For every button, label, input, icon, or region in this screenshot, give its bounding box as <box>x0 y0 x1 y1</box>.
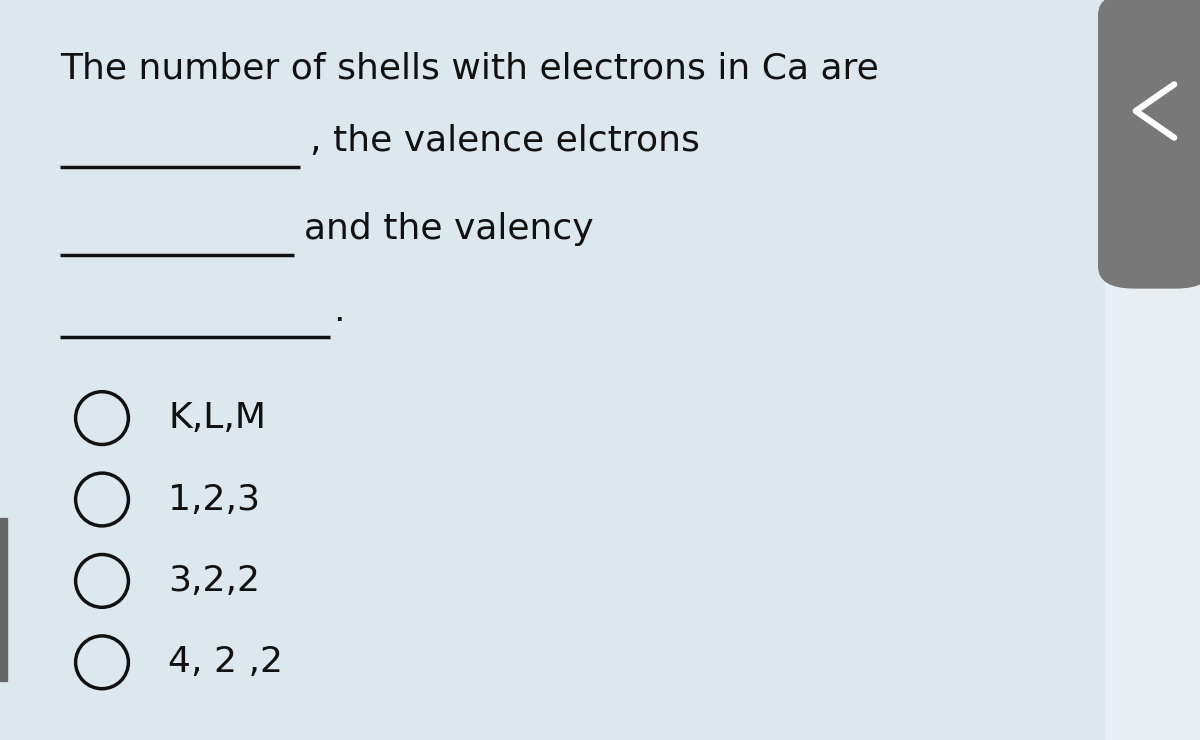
FancyBboxPatch shape <box>1098 0 1200 289</box>
Text: .: . <box>334 294 346 328</box>
Bar <box>0 518 7 681</box>
Text: 3,2,2: 3,2,2 <box>168 564 260 598</box>
Text: 1,2,3: 1,2,3 <box>168 482 260 517</box>
Text: and the valency: and the valency <box>304 212 593 246</box>
Text: K,L,M: K,L,M <box>168 401 266 435</box>
Text: The number of shells with electrons in Ca are: The number of shells with electrons in C… <box>60 52 878 86</box>
Text: 4, 2 ,2: 4, 2 ,2 <box>168 645 283 679</box>
Text: , the valence elctrons: , the valence elctrons <box>310 124 700 158</box>
